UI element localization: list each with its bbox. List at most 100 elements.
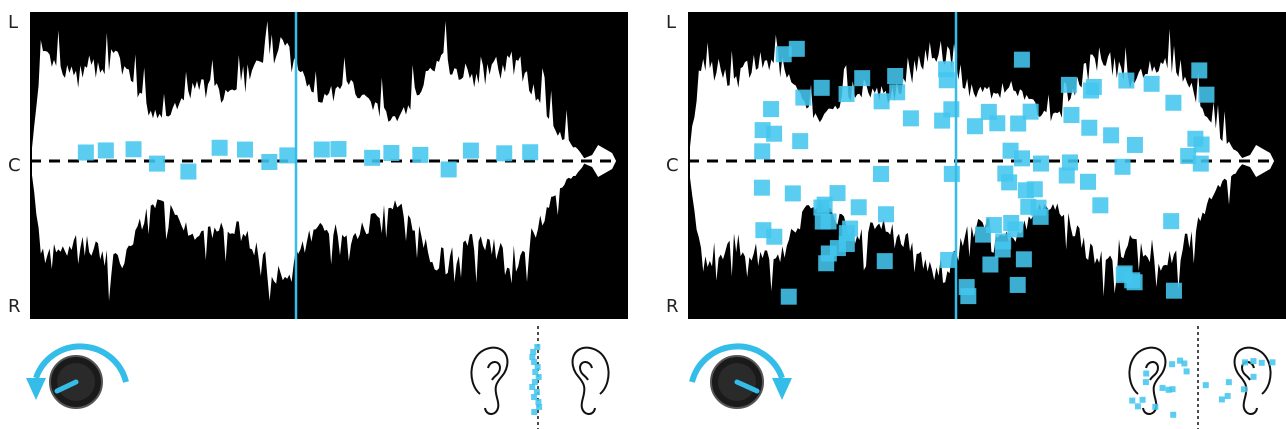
right-waveform [690,28,1275,297]
particle [364,149,381,166]
particle [780,288,797,305]
particle [1058,167,1075,184]
stereo-particle [1143,370,1150,377]
particle [1118,72,1135,89]
left-panel-label-l: L [8,12,19,33]
particle [125,141,142,158]
left-particles [77,139,539,180]
particle [850,199,867,216]
particle [1198,86,1215,103]
particle [1165,282,1182,299]
particle [878,206,895,223]
particle [1010,115,1027,132]
particle [1163,213,1180,230]
particle [279,147,296,164]
particle [1192,155,1209,172]
stereo-particle [531,359,538,365]
stereo-particle [1165,386,1172,393]
counter-clockwise-arrow-icon [33,343,129,383]
left-panel-label-c: C [8,155,21,176]
left-waveform-panel [30,12,628,319]
stereo-particle [532,369,539,375]
particle [211,139,228,156]
particle [180,163,197,180]
particle [829,240,846,257]
particle [1009,276,1026,293]
stereo-particle [1169,361,1176,368]
stereo-particle [529,354,536,360]
stereo-particle [530,349,537,355]
particle [873,93,890,110]
stereo-particle [1258,359,1265,366]
particle [902,110,919,127]
stereo-particle [1269,359,1276,366]
particle [1115,267,1132,284]
particle [1082,82,1099,99]
knob-indicator [54,379,79,394]
stereo-particle [1240,386,1247,393]
particle [985,217,1002,234]
left-width-knob[interactable] [26,343,129,409]
particle [763,101,780,118]
particle [1191,62,1208,79]
particle [261,153,278,170]
particle [814,213,831,230]
particle [330,141,347,158]
stereo-particle [531,409,538,415]
particle [1007,221,1024,238]
particle [1002,142,1019,159]
left-panel-label-r: R [8,296,21,317]
stereo-particle [1142,379,1149,386]
stereo-particle [1177,357,1184,364]
particle [77,144,94,161]
particle [982,256,999,273]
right-width-knob[interactable] [689,343,792,409]
particle [943,165,960,182]
particle [887,67,904,84]
particle [1020,198,1037,215]
stereo-particle [1225,379,1232,386]
particle [1013,51,1030,68]
stereo-particle [1181,360,1188,367]
particle [522,144,539,161]
arrow-head-icon [772,378,792,400]
particle [753,179,770,196]
particle [838,85,855,102]
particle [813,79,830,96]
right-particles [753,40,1215,305]
stereo-particle [1250,373,1257,380]
right-waveform-panel [688,12,1286,319]
stereo-particle [1202,382,1209,389]
particle [775,46,792,63]
stereo-particle [531,379,538,385]
stereo-particle [1139,396,1146,403]
stereo-particle [1242,359,1249,366]
particle [958,279,975,296]
stereo-particle [535,399,542,405]
particle [97,142,114,159]
particle [1063,107,1080,124]
particle [440,161,457,178]
stereo-particle [1152,403,1159,410]
particle [980,103,997,120]
particle [994,241,1011,258]
particle [795,89,812,106]
particle [1092,197,1109,214]
particle [462,142,479,159]
stereo-particle [1169,386,1176,393]
particle [1081,119,1098,136]
particle [818,255,835,272]
particle [889,84,906,101]
stereo-particle [535,374,542,380]
particle [1061,154,1078,171]
particle [766,228,783,245]
stereo-particle [536,404,543,410]
particle [872,165,889,182]
stereo-particle [1224,393,1231,400]
particle [1022,103,1039,120]
particle [1032,155,1049,172]
right-ear-icon [1233,346,1272,415]
particle [149,155,166,172]
particle [496,145,513,162]
